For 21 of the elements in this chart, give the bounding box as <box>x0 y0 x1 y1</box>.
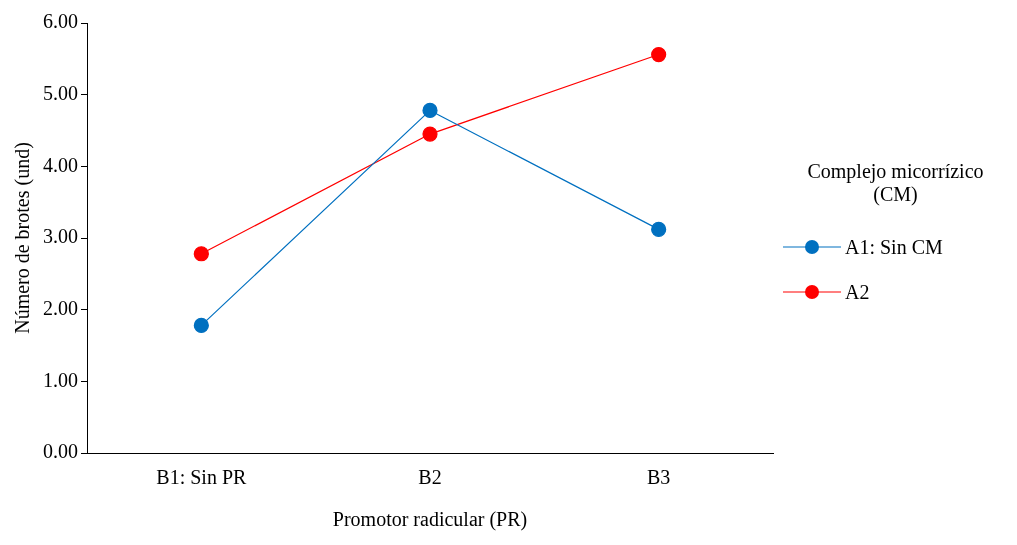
y-tick-label: 1.00 <box>43 368 78 391</box>
x-tick-label: B3 <box>646 466 671 489</box>
y-tick-label: 0.00 <box>43 440 78 463</box>
point <box>193 317 209 334</box>
point <box>193 246 209 262</box>
y-tick-label: 3.00 <box>43 225 78 248</box>
x-tick-label: B1: Sin PR <box>156 466 248 489</box>
x-tick-label: B2 <box>418 466 442 489</box>
y-tick-label: 6.00 <box>43 10 78 33</box>
point <box>422 102 438 119</box>
y-axis-title: Número de brotes (und) <box>11 142 35 334</box>
legend-title: Complejo micorrízico (CM) <box>806 159 985 206</box>
x-axis-title: Promotor radicular (PR) <box>332 508 528 532</box>
y-tick-label: 4.00 <box>43 153 78 176</box>
y-tick-label: 5.00 <box>43 81 78 104</box>
legend-label: A1: Sin CM <box>845 235 943 259</box>
y-tick-label: 2.00 <box>43 296 78 319</box>
point <box>651 221 667 237</box>
point <box>651 46 667 63</box>
legend-label: A2 <box>845 280 870 304</box>
point <box>422 126 438 142</box>
